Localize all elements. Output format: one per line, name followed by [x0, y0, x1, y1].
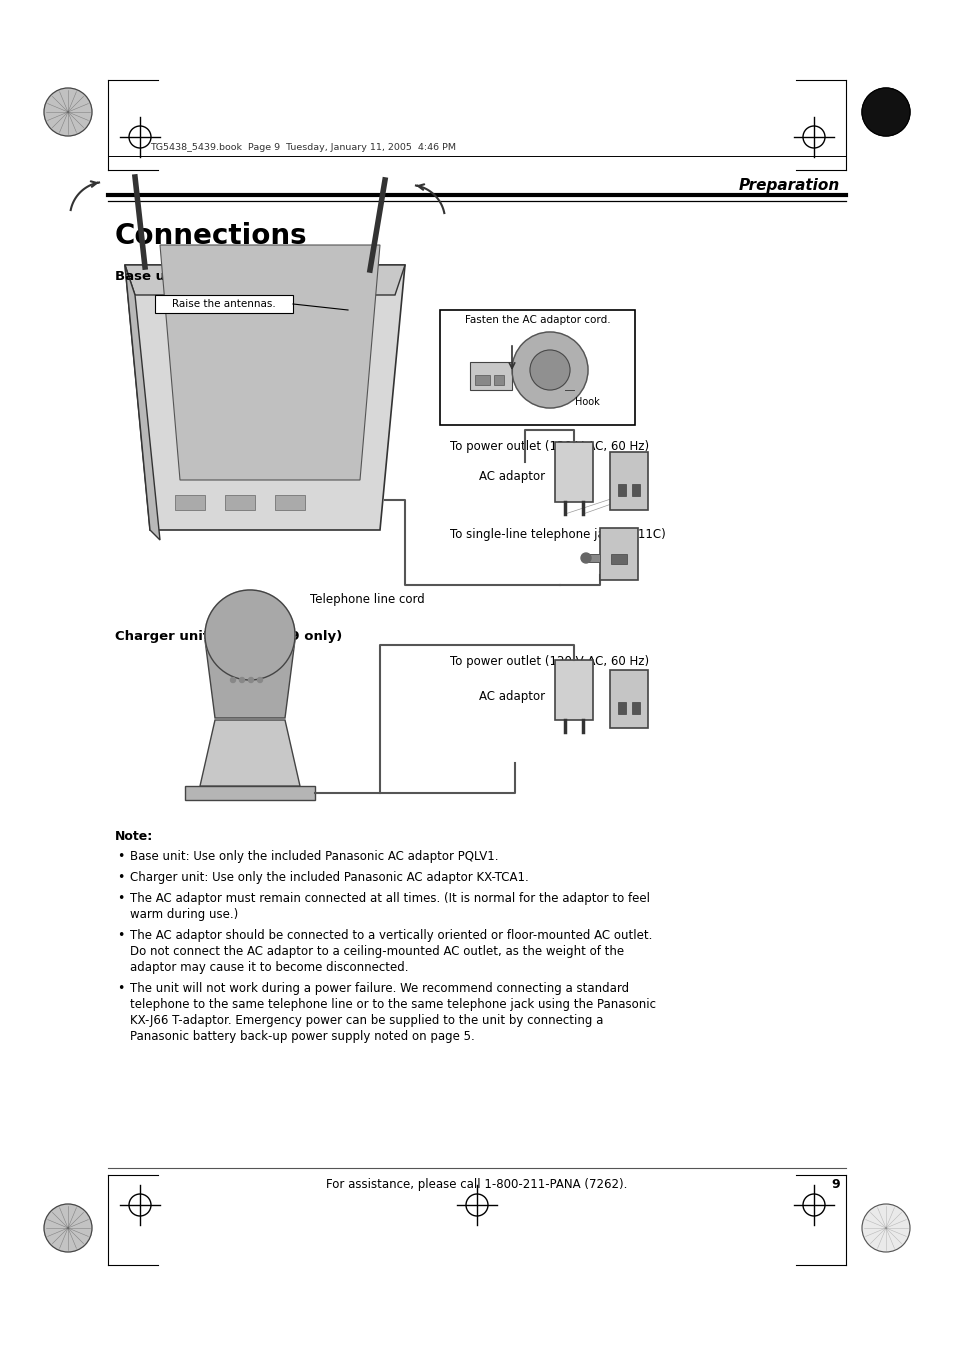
Text: The unit will not work during a power failure. We recommend connecting a standar: The unit will not work during a power fa… — [130, 982, 628, 994]
Bar — [585, 554, 599, 562]
Bar — [599, 528, 638, 580]
Text: Raise the antennas.: Raise the antennas. — [172, 299, 275, 309]
Bar — [475, 376, 490, 385]
Text: Base unit: Base unit — [115, 270, 185, 282]
Bar — [609, 453, 647, 509]
Text: adaptor may cause it to become disconnected.: adaptor may cause it to become disconnec… — [130, 961, 408, 974]
Polygon shape — [200, 720, 299, 786]
Circle shape — [530, 350, 569, 390]
Text: AC adaptor: AC adaptor — [478, 690, 544, 703]
Text: AC adaptor: AC adaptor — [478, 470, 544, 484]
Circle shape — [231, 677, 235, 682]
Polygon shape — [160, 245, 379, 480]
Bar — [618, 703, 625, 713]
Text: To single-line telephone jack (RJ11C): To single-line telephone jack (RJ11C) — [450, 528, 665, 540]
Text: To power outlet (120 V AC, 60 Hz): To power outlet (120 V AC, 60 Hz) — [450, 655, 648, 667]
Circle shape — [248, 677, 253, 682]
Text: Charger unit: Use only the included Panasonic AC adaptor KX-TCA1.: Charger unit: Use only the included Pana… — [130, 871, 528, 884]
Text: To power outlet (120 V AC, 60 Hz): To power outlet (120 V AC, 60 Hz) — [450, 440, 648, 453]
Circle shape — [862, 88, 909, 136]
Text: •: • — [117, 892, 124, 905]
Circle shape — [239, 677, 244, 682]
Text: Panasonic battery back-up power supply noted on page 5.: Panasonic battery back-up power supply n… — [130, 1029, 475, 1043]
Bar — [609, 670, 647, 728]
Polygon shape — [125, 265, 160, 540]
Polygon shape — [205, 640, 294, 717]
Bar — [555, 442, 593, 503]
Text: 9: 9 — [830, 1178, 840, 1192]
Text: •: • — [117, 982, 124, 994]
Bar — [494, 376, 503, 385]
Bar — [618, 484, 625, 496]
Text: TG5438_5439.book  Page 9  Tuesday, January 11, 2005  4:46 PM: TG5438_5439.book Page 9 Tuesday, January… — [150, 143, 456, 153]
Circle shape — [44, 88, 91, 136]
Circle shape — [580, 553, 590, 563]
Circle shape — [512, 332, 587, 408]
Circle shape — [257, 677, 262, 682]
Text: •: • — [117, 871, 124, 884]
Bar — [631, 484, 639, 496]
Bar — [555, 661, 593, 720]
Text: warm during use.): warm during use.) — [130, 908, 238, 921]
Text: •: • — [117, 929, 124, 942]
Bar — [470, 362, 512, 390]
Bar — [154, 295, 293, 313]
Circle shape — [205, 590, 294, 680]
Text: KX-J66 T-adaptor. Emergency power can be supplied to the unit by connecting a: KX-J66 T-adaptor. Emergency power can be… — [130, 1015, 602, 1027]
Bar — [185, 786, 314, 800]
Bar — [610, 554, 626, 563]
Text: telephone to the same telephone line or to the same telephone jack using the Pan: telephone to the same telephone line or … — [130, 998, 656, 1011]
Bar — [274, 494, 305, 509]
Text: Preparation: Preparation — [738, 178, 840, 193]
Circle shape — [862, 1204, 909, 1252]
Text: The AC adaptor must remain connected at all times. (It is normal for the adaptor: The AC adaptor must remain connected at … — [130, 892, 649, 905]
Text: Charger unit (KX-TG5439 only): Charger unit (KX-TG5439 only) — [115, 630, 342, 643]
Text: Telephone line cord: Telephone line cord — [310, 593, 424, 607]
Polygon shape — [125, 265, 405, 530]
Text: Fasten the AC adaptor cord.: Fasten the AC adaptor cord. — [464, 315, 610, 326]
Bar — [439, 309, 635, 426]
Bar — [225, 494, 254, 509]
Text: Hook: Hook — [575, 397, 599, 407]
Text: For assistance, please call 1-800-211-PANA (7262).: For assistance, please call 1-800-211-PA… — [326, 1178, 627, 1192]
Text: Do not connect the AC adaptor to a ceiling-mounted AC outlet, as the weight of t: Do not connect the AC adaptor to a ceili… — [130, 944, 623, 958]
Bar — [174, 494, 205, 509]
Text: Base unit: Use only the included Panasonic AC adaptor PQLV1.: Base unit: Use only the included Panason… — [130, 850, 498, 863]
Bar — [631, 703, 639, 713]
Text: •: • — [117, 850, 124, 863]
Circle shape — [44, 1204, 91, 1252]
Text: Connections: Connections — [115, 222, 307, 250]
Polygon shape — [125, 265, 405, 295]
Text: The AC adaptor should be connected to a vertically oriented or floor-mounted AC : The AC adaptor should be connected to a … — [130, 929, 652, 942]
Text: Note:: Note: — [115, 830, 153, 843]
